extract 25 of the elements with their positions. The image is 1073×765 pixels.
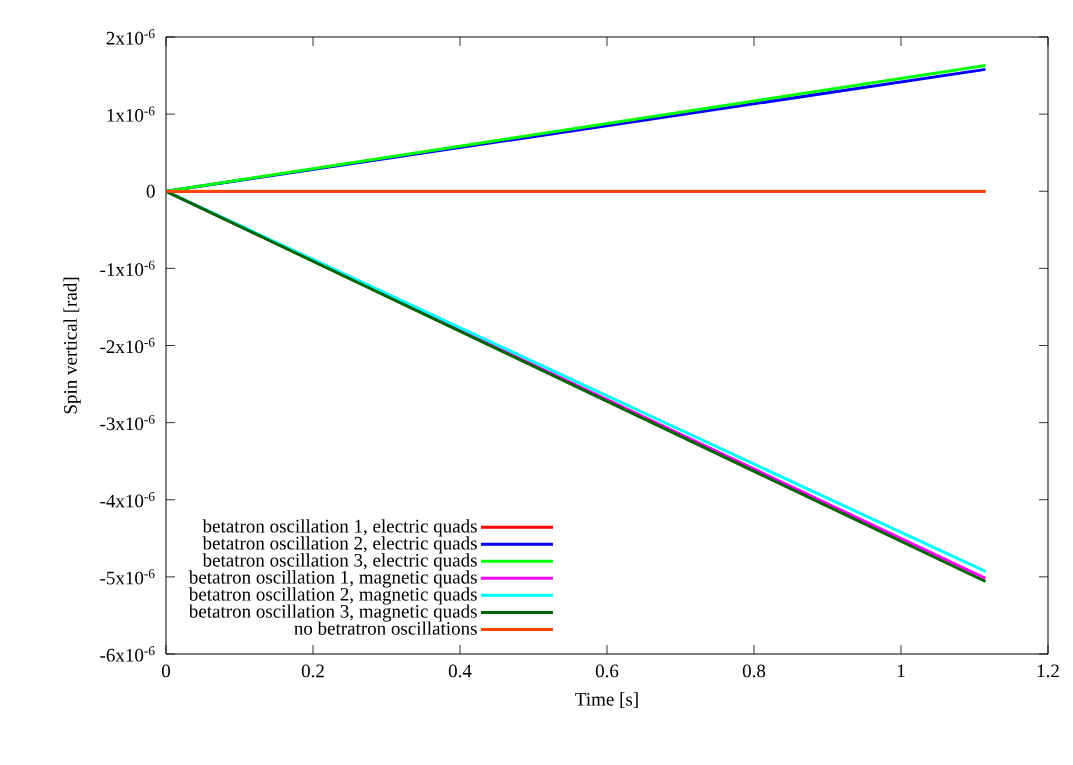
y-tick-label: -6x10$^{-6}$ <box>100 646 155 662</box>
legend-label: betatron oscillation 2, electric quads <box>202 536 477 554</box>
y-tick-label: -5x10$^{-6}$ <box>100 569 155 585</box>
y-tick-label: 2x10$^{-6}$ <box>106 29 155 45</box>
x-axis-title: Time [s] <box>575 692 638 709</box>
legend-label: betatron oscillation 3, electric quads <box>202 553 477 571</box>
y-tick-label: -3x10$^{-6}$ <box>100 414 155 431</box>
legend-label: betatron oscillation 1, electric quads <box>202 519 477 537</box>
legend-label: betatron oscillation 3, magnetic quads <box>188 604 477 622</box>
legend-label: betatron oscillation 2, magnetic quads <box>188 587 477 605</box>
y-tick-label: 0 <box>146 184 155 198</box>
y-tick-label: -2x10$^{-6}$ <box>100 337 155 354</box>
y-tick-label: 1x10$^{-6}$ <box>107 106 155 122</box>
y-axis-title: Spin vertical [rad] <box>63 277 81 414</box>
legend-label: no betratron oscillations <box>294 621 477 635</box>
x-tick-label: 0.8 <box>742 664 766 678</box>
y-tick-label: -1x10$^{-6}$ <box>100 260 155 276</box>
x-tick-label: 0 <box>161 664 171 678</box>
x-tick-label: 1 <box>897 664 905 678</box>
x-tick-label: 0.2 <box>301 664 324 678</box>
y-tick-label: -4x10$^{-6}$ <box>100 492 155 508</box>
legend-label: betatron oscillation 1, magnetic quads <box>188 570 477 588</box>
x-tick-label: 0.6 <box>595 664 619 678</box>
x-tick-label: 0.4 <box>448 664 472 678</box>
x-tick-label: 1.2 <box>1037 664 1059 678</box>
